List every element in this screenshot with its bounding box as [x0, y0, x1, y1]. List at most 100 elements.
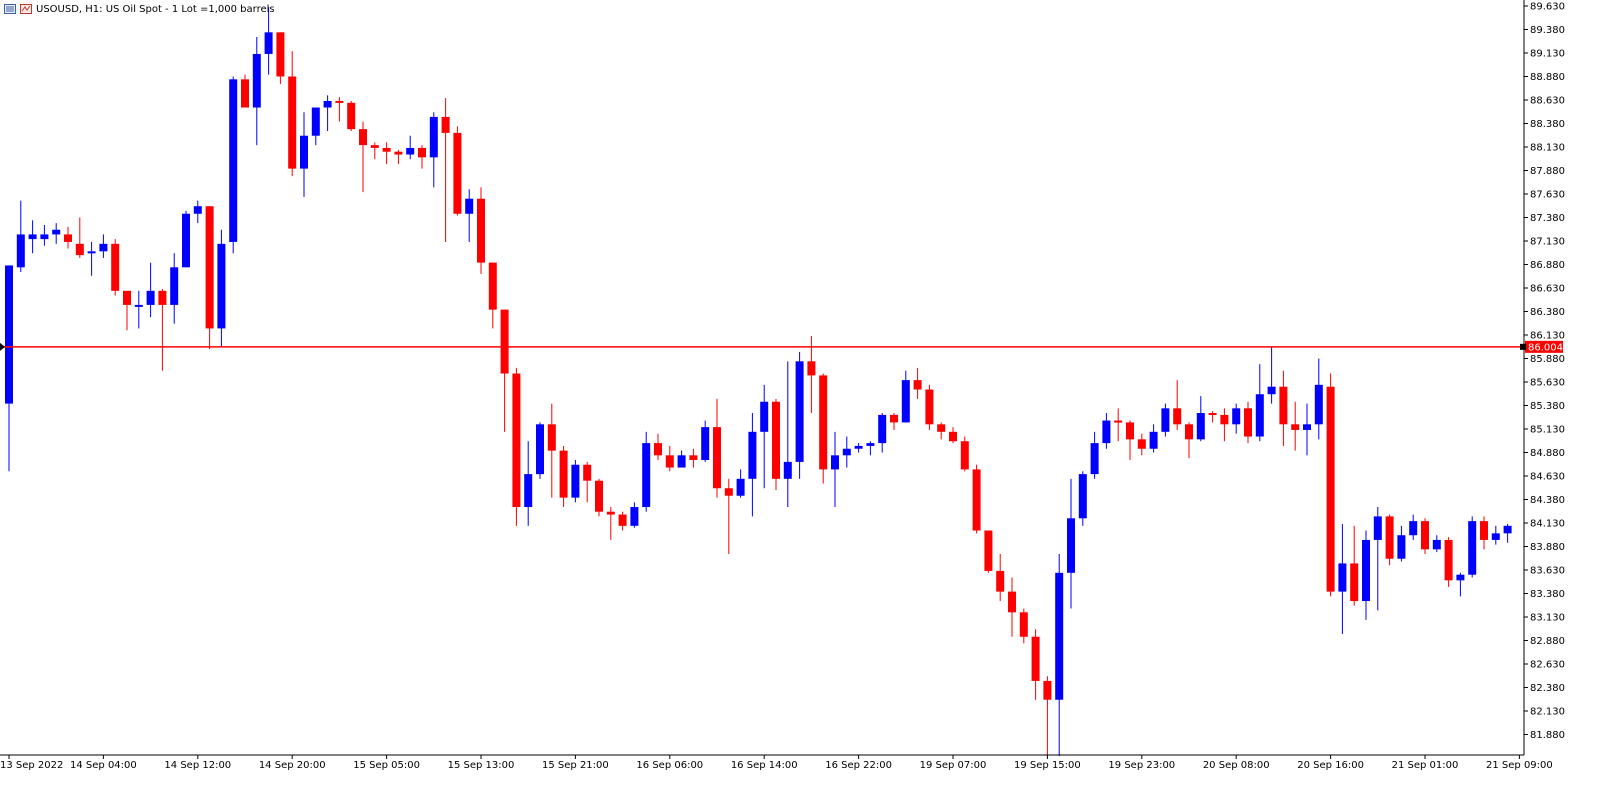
bear-candle: [1208, 411, 1217, 423]
candle-body: [547, 424, 556, 451]
candle-body: [170, 267, 179, 305]
bear-candle: [1114, 408, 1123, 442]
bull-candle: [229, 76, 238, 254]
candle-body: [453, 132, 462, 214]
candle-body: [370, 145, 379, 148]
bull-candle: [866, 441, 875, 456]
bear-candle: [1019, 608, 1028, 644]
candle-body: [1078, 474, 1087, 519]
bull-candle: [99, 234, 108, 258]
candle-body: [1208, 413, 1217, 416]
bear-candle: [1279, 370, 1288, 446]
time-tick-label: 21 Sep 09:00: [1486, 760, 1553, 771]
candle-body: [701, 427, 710, 461]
bull-candle: [16, 200, 25, 273]
price-tick-label: 82.880: [1530, 636, 1565, 647]
candle-body: [229, 79, 238, 242]
price-tick-label: 88.130: [1530, 143, 1565, 154]
candle-body: [606, 511, 615, 515]
time-tick-label: 16 Sep 22:00: [825, 760, 892, 771]
time-tick-label: 14 Sep 12:00: [164, 760, 231, 771]
candle-body: [1126, 422, 1134, 440]
bear-candle: [819, 373, 828, 484]
candle-body: [477, 198, 485, 263]
bull-candle: [1314, 358, 1323, 440]
bull-candle: [901, 370, 910, 423]
bull-candle: [1090, 431, 1099, 479]
bull-candle: [217, 229, 226, 348]
bull-candle: [524, 441, 533, 526]
candle-body: [241, 79, 249, 108]
bear-candle: [772, 398, 780, 491]
candle-body: [1468, 521, 1477, 575]
bear-candle: [1031, 629, 1040, 700]
candle-body: [1008, 591, 1016, 613]
bull-candle: [736, 469, 745, 498]
candle-body: [16, 234, 25, 268]
price-tick-label: 87.880: [1530, 166, 1565, 177]
bull-candle: [854, 443, 863, 453]
price-tick-label: 85.130: [1530, 425, 1565, 436]
bull-candle: [28, 220, 37, 254]
candle-body: [795, 361, 804, 462]
candle-body: [677, 455, 686, 468]
candle-body: [394, 151, 403, 155]
candle-body: [99, 243, 108, 252]
price-tick-label: 88.630: [1530, 96, 1565, 107]
time-tick-label: 19 Sep 07:00: [920, 760, 987, 771]
candle-body: [713, 427, 721, 489]
chart-list-icon[interactable]: [4, 4, 16, 14]
candle-body: [1031, 636, 1040, 681]
candle-body: [1350, 563, 1359, 602]
bear-candle: [1326, 373, 1335, 597]
bull-candle: [134, 290, 143, 329]
candle-body: [1480, 521, 1488, 540]
price-tick-label: 86.630: [1530, 284, 1565, 295]
candle-body: [819, 375, 828, 470]
bull-candle: [406, 135, 415, 160]
bear-candle: [512, 367, 521, 526]
candle-body: [1232, 408, 1241, 425]
price-tick-label: 85.630: [1530, 378, 1565, 389]
candle-body: [571, 464, 580, 498]
candle-body: [972, 469, 981, 531]
candle-body: [1019, 612, 1028, 637]
bear-candle: [394, 149, 403, 164]
candle-body: [406, 147, 415, 155]
indicator-icon[interactable]: [20, 4, 32, 14]
price-tick-label: 84.880: [1530, 448, 1565, 459]
bear-candle: [665, 445, 674, 472]
time-tick-label: 20 Sep 08:00: [1203, 760, 1270, 771]
candle-body: [217, 243, 226, 329]
bull-candle: [748, 413, 757, 517]
bear-candle: [418, 145, 426, 169]
bear-candle: [453, 126, 462, 216]
candle-body: [5, 265, 13, 404]
bull-candle: [1432, 535, 1441, 553]
bull-candle: [1196, 396, 1205, 442]
bear-candle: [1185, 422, 1193, 459]
price-tick-label: 86.130: [1530, 331, 1565, 342]
bear-candle: [595, 478, 603, 517]
candle-body: [1161, 408, 1170, 432]
bear-candle: [205, 206, 214, 350]
bear-candle: [996, 554, 1005, 602]
time-tick-label: 15 Sep 21:00: [542, 760, 609, 771]
bull-candle: [1149, 424, 1158, 453]
time-tick-label: 19 Sep 15:00: [1014, 760, 1081, 771]
candle-body: [347, 102, 356, 130]
candle-body: [335, 100, 344, 103]
candle-body: [182, 213, 190, 268]
time-tick-label: 13 Sep 2022: [0, 760, 63, 771]
bear-candle: [960, 436, 969, 472]
candle-body: [64, 234, 72, 242]
candle-body: [252, 53, 261, 108]
bear-candle: [335, 97, 344, 122]
candle-body: [960, 441, 969, 470]
bear-candle: [1008, 577, 1016, 637]
price-tick-label: 86.880: [1530, 260, 1565, 271]
candle-body: [736, 478, 745, 496]
candle-body: [1090, 443, 1099, 475]
